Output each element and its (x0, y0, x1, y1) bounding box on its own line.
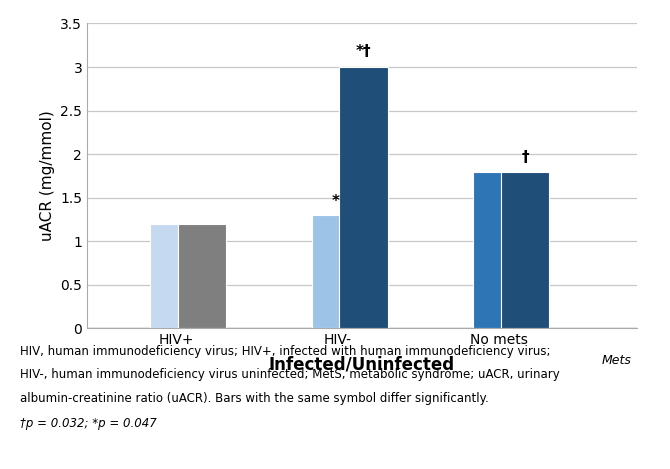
Text: †: † (521, 151, 529, 166)
Text: HIV, human immunodeficiency virus; HIV+, infected with human immunodeficiency vi: HIV, human immunodeficiency virus; HIV+,… (20, 345, 551, 358)
Bar (339, 67, 388, 328)
Bar (473, 172, 522, 328)
Bar (178, 224, 226, 328)
Text: †p = 0.032; *p = 0.047: †p = 0.032; *p = 0.047 (20, 417, 157, 431)
Text: albumin-creatinine ratio (uACR). Bars with the same symbol differ significantly.: albumin-creatinine ratio (uACR). Bars wi… (20, 392, 489, 405)
Text: *: * (332, 194, 340, 209)
Bar (150, 224, 198, 328)
Bar (500, 172, 549, 328)
Text: *†: *† (356, 44, 371, 59)
Text: Mets: Mets (602, 354, 632, 367)
Y-axis label: uACR (mg/mmol): uACR (mg/mmol) (40, 111, 55, 241)
X-axis label: Infected/Uninfected: Infected/Uninfected (269, 356, 455, 373)
Text: HIV-, human immunodeficiency virus uninfected; MetS, metabolic syndrome; uACR, u: HIV-, human immunodeficiency virus uninf… (20, 368, 560, 381)
Bar (312, 215, 360, 328)
